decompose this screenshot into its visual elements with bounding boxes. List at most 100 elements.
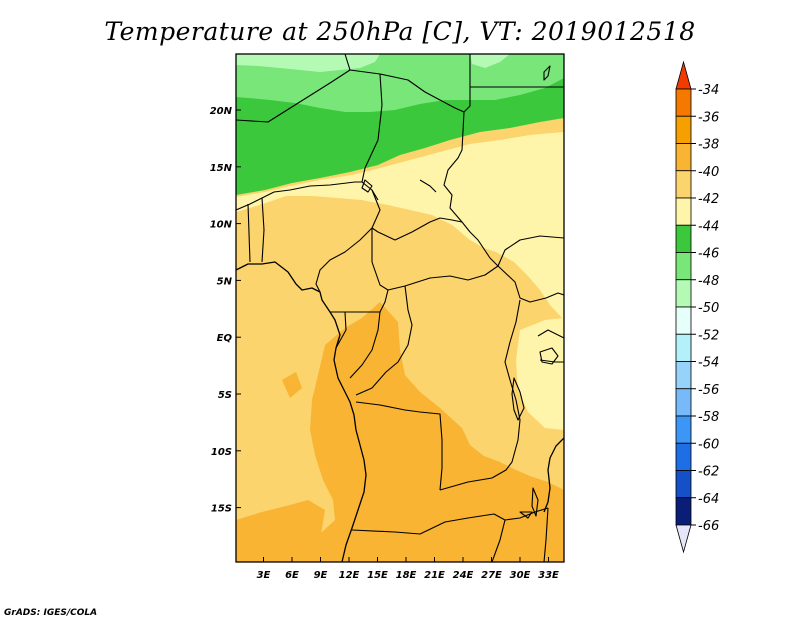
lon-label: 33E xyxy=(538,570,559,581)
lat-label: EQ xyxy=(217,333,233,344)
colorbar-label: -48 xyxy=(698,274,719,289)
band-minus48 xyxy=(236,54,380,72)
border-congo-drc xyxy=(355,285,413,396)
band-minus42 xyxy=(236,132,564,320)
lon-label: 3E xyxy=(257,570,271,581)
colorbar-label: -42 xyxy=(698,192,719,207)
colorbar-cell xyxy=(675,333,692,362)
border-uganda-kenya xyxy=(537,329,564,339)
lake-tanganyika xyxy=(511,377,525,421)
border-chad-sudan xyxy=(443,111,499,267)
band-minus48-north-east xyxy=(470,54,510,68)
colorbar-label: -62 xyxy=(698,465,719,480)
country-borders xyxy=(236,54,564,562)
colorbar-label: -54 xyxy=(698,356,719,371)
lon-label: 24E xyxy=(453,570,474,581)
colorbar-label: -36 xyxy=(698,110,719,125)
colorbar-label: -52 xyxy=(698,328,719,343)
border-south-sudan-uganda xyxy=(497,265,564,303)
lon-label: 12E xyxy=(339,570,360,581)
latitude-axis: 20N 15N 10N 5N EQ 5S 10S 15S xyxy=(210,106,241,515)
longitude-axis: 3E 6E 9E 12E 15E 18E 21E 24E 27E 30E 33E xyxy=(257,557,559,581)
colorbar-label: -40 xyxy=(698,165,719,180)
lon-label: 27E xyxy=(481,570,502,581)
colorbar-cell xyxy=(675,252,692,281)
band-minus38-central xyxy=(236,302,564,562)
colorbar-cell xyxy=(675,170,692,199)
lon-label: 6E xyxy=(285,570,299,581)
lat-label: 20N xyxy=(210,106,233,117)
map-frame xyxy=(235,53,565,563)
lake-kariba xyxy=(519,511,533,519)
coastline-east xyxy=(543,437,564,513)
grads-credit: GrADS: IGES/COLA xyxy=(4,608,97,618)
colorbar-cap-top xyxy=(675,60,692,90)
colorbar-cap-bottom xyxy=(675,524,692,554)
colorbar-label: -64 xyxy=(698,492,719,507)
coastline-west xyxy=(236,261,367,562)
border-nigeria-cameroon xyxy=(315,189,381,293)
lat-label: 10N xyxy=(210,220,233,231)
colorbar-cell xyxy=(675,143,692,172)
colorbar-cell xyxy=(675,442,692,471)
border-drc-angola xyxy=(355,401,443,491)
colorbar-cell xyxy=(675,224,692,253)
lon-label: 18E xyxy=(396,570,417,581)
border-algeria-libya xyxy=(344,54,351,71)
colorbar-cell xyxy=(675,115,692,144)
colorbar-cell xyxy=(675,361,692,390)
colorbar-cell xyxy=(675,306,692,335)
border-togo-benin xyxy=(247,203,251,263)
border-chad-libya xyxy=(379,54,471,113)
colorbar-label: -56 xyxy=(698,383,719,398)
lake-chad xyxy=(361,179,373,193)
border-kenya-tanzania xyxy=(539,359,564,363)
border-gabon-eq-guinea xyxy=(335,311,347,349)
border-benin-nigeria xyxy=(261,197,265,263)
colorbar-label: -66 xyxy=(698,519,719,534)
border-algeria-niger xyxy=(236,69,381,123)
plot-title: Temperature at 250hPa [C], VT: 201901251… xyxy=(104,17,695,46)
colorbar-label: -50 xyxy=(698,301,719,316)
lakes xyxy=(361,65,559,519)
lat-label: 15S xyxy=(211,504,232,515)
lon-label: 30E xyxy=(510,570,531,581)
colorbar-cell xyxy=(675,415,692,444)
lat-label: 5S xyxy=(218,390,232,401)
colorbar-label: -38 xyxy=(698,138,719,153)
border-drc-east xyxy=(439,299,521,491)
band-minus38-patch-west xyxy=(282,372,302,398)
border-malawi-mozambique xyxy=(543,507,549,562)
border-car-drc xyxy=(371,228,499,291)
lat-label: 10S xyxy=(211,447,232,458)
lake-malawi xyxy=(531,487,539,517)
colorbar-label: -58 xyxy=(698,410,719,425)
colorbar-cell xyxy=(675,388,692,417)
lon-label: 15E xyxy=(367,570,388,581)
colorbar-label: -60 xyxy=(698,437,719,452)
colorbar-cell xyxy=(675,197,692,226)
nile-delta-mark xyxy=(543,65,551,81)
band-minus42-eastern-strip xyxy=(516,318,564,430)
lon-label: 9E xyxy=(314,570,328,581)
border-zambia-zimbabwe xyxy=(491,519,506,562)
lake-victoria xyxy=(539,347,559,365)
temperature-field xyxy=(236,54,564,562)
border-cameroon-gabon-congo xyxy=(330,289,389,313)
colorbar-cell xyxy=(675,279,692,308)
colorbar: -34 -36 -38 -40 -42 -44 -46 -48 -50 -52 -54 -56 -58 -… xyxy=(675,60,719,554)
border-darfur-fragment xyxy=(419,179,437,193)
map: 20N 15N 10N 5N EQ 5S 10S 15S 3E 6E 9E 12E 15E 18E 21E… xyxy=(210,53,565,581)
border-mali-niger-nigeria xyxy=(236,181,362,211)
colorbar-cell xyxy=(675,470,692,499)
band-minus38-south xyxy=(236,500,325,562)
lat-label: 15N xyxy=(210,163,233,174)
lon-label: 21E xyxy=(424,570,445,581)
border-angola-namibia-zambia xyxy=(351,507,549,535)
colorbar-label: -34 xyxy=(698,83,719,98)
border-sudan-south-sudan xyxy=(497,235,564,267)
border-chad-car xyxy=(371,217,463,241)
lat-label: 5N xyxy=(217,276,233,287)
colorbar-cell xyxy=(675,497,692,526)
